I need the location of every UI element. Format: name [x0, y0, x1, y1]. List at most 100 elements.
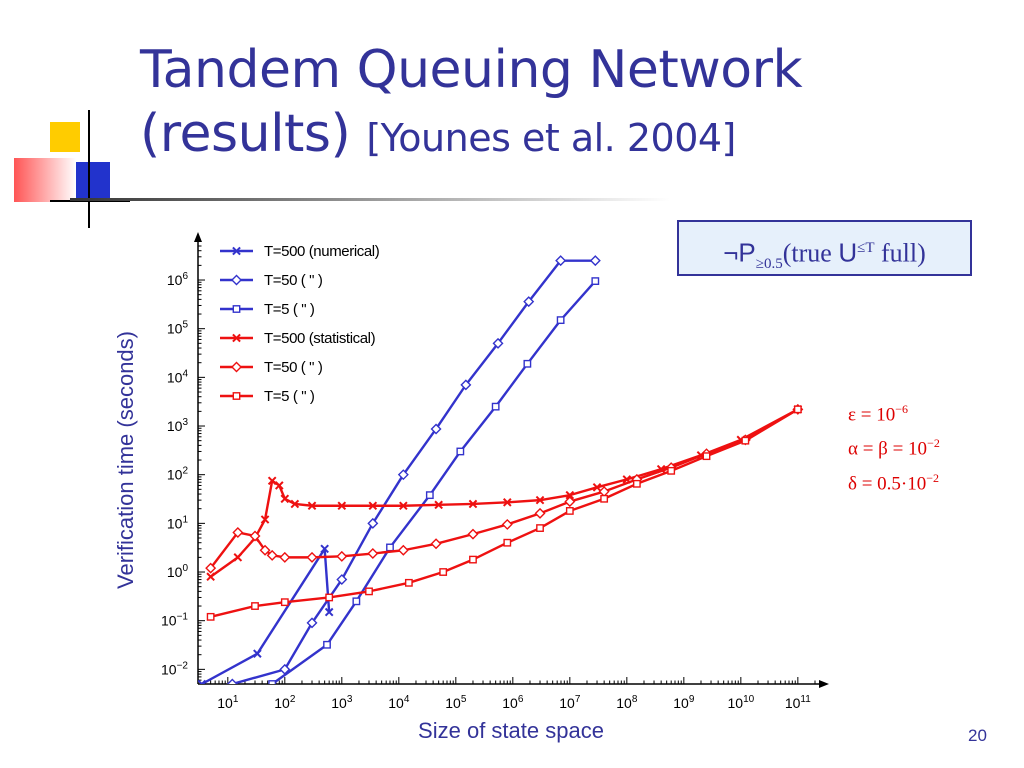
legend-label: T=50 ( " ) — [264, 359, 323, 376]
marker-x-stroke — [337, 501, 347, 511]
legend-swatch-marker — [232, 305, 241, 313]
marker-x-stroke — [200, 679, 207, 684]
formula-threshold: ≥0.5 — [755, 255, 783, 272]
param-epsilon-text: ε = 10 — [848, 404, 896, 426]
data-point — [397, 544, 409, 556]
formula-until: U — [838, 237, 858, 268]
y-tick-label: 100 — [167, 563, 189, 580]
data-point — [741, 436, 750, 445]
param-alpha-beta-text: α = β = 10 — [848, 438, 928, 460]
marker-x-stroke — [320, 544, 329, 554]
x-tick-label: 104 — [388, 694, 410, 711]
marker-x-stroke — [622, 475, 632, 484]
data-point — [491, 402, 500, 411]
param-alpha-beta: α = β = 10−2 — [848, 429, 940, 463]
data-point — [702, 452, 711, 461]
data-point — [336, 550, 348, 562]
data-point — [434, 500, 443, 510]
legend-swatch-marker — [232, 392, 241, 400]
marker-x-stroke — [206, 572, 215, 582]
parameter-list: ε = 10−6 α = β = 10−2 δ = 0.5·10−2 — [848, 395, 940, 498]
y-axis-arrow — [194, 232, 202, 242]
chart-series — [198, 255, 804, 684]
data-point — [632, 479, 641, 488]
ornament-vertical-line — [88, 110, 90, 228]
x-tick-label: 107 — [559, 694, 581, 711]
marker-x-stroke — [502, 498, 512, 507]
chart-legend: T=500 (numerical) T=50 ( " ) T=5 ( " ) T=50… — [220, 243, 380, 405]
legend-label: T=50 ( " ) — [264, 272, 323, 289]
legend-swatch-marker — [232, 333, 241, 343]
data-point — [325, 593, 334, 602]
data-point — [523, 359, 532, 368]
ornament-red-square — [14, 158, 76, 202]
title-line-2: (results) — [140, 104, 351, 164]
param-delta-text: δ = 0.5·10 — [848, 472, 927, 494]
data-point — [430, 538, 442, 550]
data-point — [534, 507, 546, 519]
ornament-yellow-square — [50, 122, 80, 152]
marker-x-stroke — [280, 494, 290, 504]
data-point — [592, 483, 602, 492]
marker-x-stroke — [434, 500, 443, 510]
data-point — [198, 679, 207, 684]
series-line — [209, 408, 799, 578]
data-point — [502, 498, 512, 507]
data-point — [279, 551, 291, 563]
marker-x-stroke — [565, 490, 575, 500]
y-tick-label: 10−2 — [161, 660, 188, 677]
data-point — [259, 544, 271, 556]
param-epsilon-exp: −6 — [895, 402, 908, 416]
data-point — [397, 469, 409, 481]
marker-x-stroke — [290, 499, 300, 509]
data-point — [232, 526, 244, 538]
formula-box: ¬P≥0.5(true U≤T full) — [677, 220, 972, 276]
data-point — [430, 423, 442, 435]
data-point — [667, 466, 676, 475]
series-1 — [226, 255, 601, 684]
marker-x-stroke — [267, 476, 277, 486]
x-tick-label: 105 — [445, 694, 467, 711]
series-line — [210, 408, 799, 618]
marker-x-stroke — [307, 501, 317, 511]
data-point — [324, 607, 334, 617]
data-point — [320, 544, 329, 554]
data-point — [565, 507, 574, 515]
page-number: 20 — [968, 726, 987, 745]
data-point — [565, 490, 575, 500]
marker-x-stroke — [368, 501, 378, 511]
marker-x-stroke — [399, 501, 408, 511]
y-tick-label: 102 — [167, 466, 189, 483]
x-tick-label: 101 — [217, 694, 239, 711]
y-tick-label: 104 — [167, 368, 189, 385]
series-line — [231, 259, 596, 684]
x-tick-label: 103 — [331, 694, 353, 711]
data-point — [274, 481, 284, 490]
data-point — [290, 499, 300, 509]
data-point — [267, 476, 277, 486]
marker-x-stroke — [232, 246, 241, 256]
legend-swatch-marker — [232, 246, 241, 256]
marker-x-stroke — [592, 483, 602, 492]
data-point — [460, 379, 472, 391]
data-point — [591, 277, 600, 286]
title-line-1: Tandem Queuing Network — [140, 40, 803, 100]
data-point — [503, 538, 512, 547]
x-tick-label: 109 — [673, 694, 695, 711]
data-point — [206, 612, 215, 621]
legend-swatch-marker — [231, 274, 242, 286]
slide-title: Tandem Queuing Network (results) [Younes… — [140, 38, 803, 170]
y-tick-label: 103 — [167, 417, 189, 434]
marker-x-stroke — [198, 679, 204, 684]
marker-x-stroke — [260, 515, 270, 524]
data-point — [399, 501, 408, 511]
legend-label: T=500 (numerical) — [264, 243, 380, 260]
data-point — [233, 553, 243, 562]
y-tick-label: 106 — [167, 271, 189, 288]
data-point — [468, 499, 478, 509]
data-point — [268, 680, 277, 684]
data-point — [439, 568, 448, 576]
data-point — [564, 496, 576, 508]
data-point — [337, 501, 347, 511]
data-point — [555, 255, 567, 267]
